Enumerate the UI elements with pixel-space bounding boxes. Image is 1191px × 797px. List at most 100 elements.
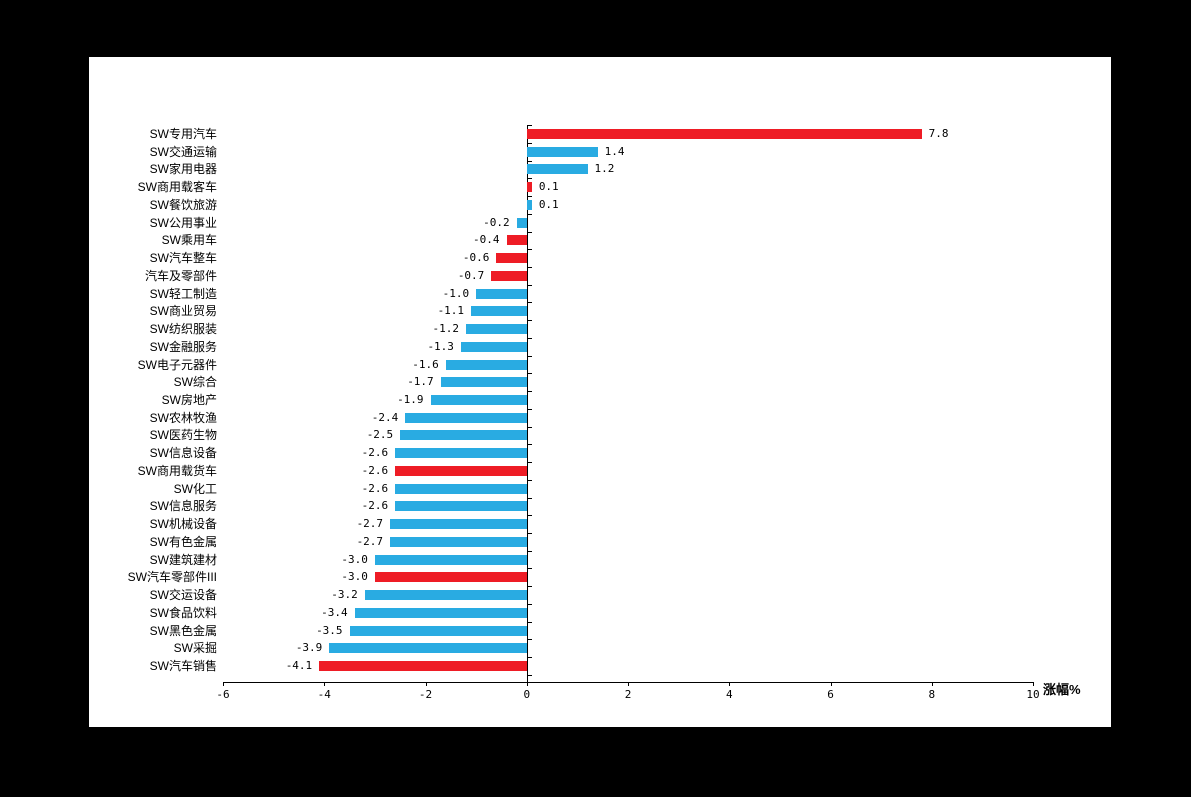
- bar: [491, 270, 527, 281]
- bar: [526, 146, 598, 157]
- category-tick: [526, 196, 532, 198]
- value-label: 0.1: [538, 180, 559, 194]
- bar: [400, 430, 527, 441]
- category-tick: [526, 231, 532, 233]
- category-label: SW汽车销售: [149, 658, 217, 673]
- value-label: -3.0: [341, 570, 368, 584]
- category-label: SW家用电器: [149, 162, 217, 177]
- category-tick: [526, 462, 532, 464]
- bar: [506, 235, 527, 246]
- value-label: -3.0: [341, 552, 368, 566]
- zero-axis-line: [526, 125, 528, 682]
- value-label: 0.1: [538, 197, 559, 211]
- category-tick: [526, 178, 532, 180]
- category-label: SW金融服务: [149, 339, 217, 354]
- x-axis-tick: [324, 682, 326, 686]
- value-label: -2.5: [366, 428, 394, 442]
- bar: [526, 129, 922, 139]
- category-label: SW汽车整车: [149, 251, 217, 266]
- value-label: 1.2: [594, 162, 615, 176]
- category-label: SW信息设备: [149, 446, 217, 461]
- category-tick: [526, 373, 532, 375]
- value-label: -3.5: [316, 623, 343, 637]
- value-label: -1.2: [432, 322, 460, 336]
- bar: [440, 377, 527, 388]
- x-axis-title: 涨幅%: [1043, 682, 1081, 697]
- value-label: -1.1: [437, 304, 465, 318]
- x-axis-tick: [425, 682, 427, 686]
- category-label: SW综合: [173, 375, 217, 390]
- category-label: SW电子元器件: [137, 357, 217, 372]
- value-label: -1.0: [442, 286, 470, 300]
- category-label: SW公用事业: [149, 215, 217, 230]
- category-tick: [526, 125, 532, 127]
- category-tick: [526, 550, 532, 552]
- category-label: SW信息服务: [149, 499, 217, 514]
- bar: [395, 483, 527, 494]
- category-tick: [526, 639, 532, 641]
- category-tick: [526, 444, 532, 446]
- bar: [354, 607, 527, 618]
- value-label: -2.7: [356, 534, 384, 548]
- category-tick: [526, 479, 532, 481]
- x-axis-tick: [830, 682, 832, 686]
- x-tick-label: 4: [725, 688, 733, 701]
- value-label: -0.6: [462, 251, 490, 265]
- category-label: SW建筑建材: [149, 552, 217, 567]
- bar-chart: 涨幅% SW专用汽车 7.8 SW交通运输 1.4 SW家用电器 1.2 SW商用载客车 0.…: [89, 57, 1111, 727]
- category-tick: [526, 160, 532, 162]
- bar: [374, 572, 527, 583]
- category-tick: [526, 213, 532, 215]
- bar: [471, 306, 527, 317]
- bar: [390, 536, 527, 547]
- category-label: SW黑色金属: [149, 623, 217, 638]
- value-label: 7.8: [928, 127, 949, 140]
- category-label: SW医药生物: [149, 428, 217, 443]
- category-label: SW乘用车: [161, 233, 217, 248]
- bar: [496, 253, 527, 264]
- bar: [319, 660, 527, 671]
- bar: [395, 448, 527, 459]
- bar: [364, 590, 527, 601]
- category-tick: [526, 532, 532, 534]
- value-label: -2.6: [361, 499, 389, 513]
- value-label: -2.4: [371, 410, 399, 424]
- category-tick: [526, 497, 532, 499]
- x-tick-label: 0: [523, 688, 531, 701]
- value-label: -3.9: [295, 641, 323, 655]
- bar: [445, 359, 527, 370]
- bar: [405, 412, 527, 423]
- category-label: SW交通运输: [149, 144, 217, 159]
- category-tick: [526, 603, 532, 605]
- x-axis-tick: [526, 682, 528, 686]
- category-tick: [526, 515, 532, 517]
- bar: [329, 643, 527, 654]
- category-label: SW化工: [173, 481, 217, 496]
- category-tick: [526, 142, 532, 144]
- bar: [390, 519, 527, 530]
- category-label: SW商业贸易: [149, 304, 217, 319]
- value-label: -1.7: [407, 375, 434, 389]
- x-axis-tick: [1033, 682, 1034, 686]
- value-label: 1.4: [604, 144, 625, 158]
- category-label: SW采掘: [173, 641, 217, 656]
- category-tick: [526, 408, 532, 410]
- bar: [395, 465, 527, 476]
- x-axis-tick: [628, 682, 629, 686]
- bar: [526, 199, 532, 210]
- value-label: -3.4: [321, 605, 348, 619]
- category-label: SW食品饮料: [149, 605, 217, 620]
- bar: [395, 501, 527, 512]
- category-tick: [526, 391, 532, 393]
- category-label: SW商用载客车: [137, 180, 217, 195]
- x-axis-tick: [729, 682, 731, 686]
- value-label: -2.6: [361, 463, 389, 477]
- bar: [526, 182, 532, 193]
- category-tick: [526, 355, 532, 357]
- category-tick: [526, 657, 532, 659]
- x-tick-label: 6: [827, 688, 834, 701]
- value-label: -1.9: [397, 392, 424, 406]
- category-label: SW商用载货车: [137, 463, 217, 478]
- value-label: -3.2: [331, 588, 358, 602]
- value-label: -0.7: [457, 268, 485, 282]
